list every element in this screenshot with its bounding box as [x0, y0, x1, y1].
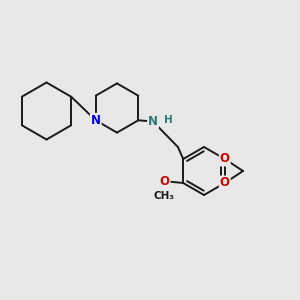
Text: CH₃: CH₃ — [154, 191, 175, 201]
Text: O: O — [160, 175, 170, 188]
Text: O: O — [220, 176, 230, 190]
Text: N: N — [148, 115, 158, 128]
Text: H: H — [164, 115, 173, 125]
Text: O: O — [220, 152, 230, 166]
Text: N: N — [91, 114, 101, 127]
